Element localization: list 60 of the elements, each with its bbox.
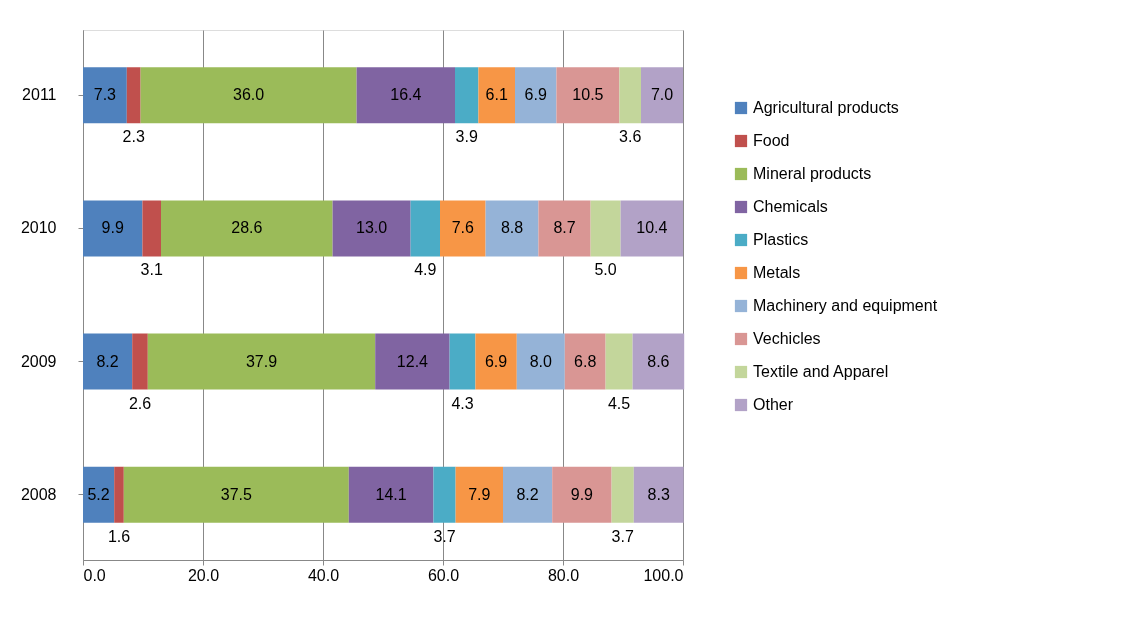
legend-label: Plastics xyxy=(753,231,809,248)
legend-label: Textile and Apparel xyxy=(753,363,889,380)
x-tick-label: 20.0 xyxy=(187,566,220,584)
data-label: 9.9 xyxy=(570,485,594,503)
data-label: 14.1 xyxy=(375,485,407,503)
x-tick-label: 60.0 xyxy=(427,566,460,584)
data-label: 5.0 xyxy=(594,261,617,279)
data-label: 9.9 xyxy=(101,219,124,237)
data-label: 3.6 xyxy=(619,128,642,146)
data-label: 6.9 xyxy=(484,352,508,370)
data-label: 7.0 xyxy=(650,86,674,104)
legend-label: Metals xyxy=(753,264,801,281)
data-label: 10.5 xyxy=(572,86,604,104)
data-label: 5.2 xyxy=(87,485,110,503)
legend-label: Mineral products xyxy=(753,165,872,182)
data-label: 4.3 xyxy=(451,394,474,412)
data-label: 6.1 xyxy=(485,86,508,104)
data-label: 16.4 xyxy=(390,86,422,104)
data-label: 2.6 xyxy=(128,394,152,412)
data-label: 13.0 xyxy=(356,219,388,237)
data-label: 8.0 xyxy=(529,352,553,370)
data-label: 7.9 xyxy=(468,485,491,503)
data-label: 8.2 xyxy=(516,485,539,503)
legend-label: Chemicals xyxy=(753,198,828,215)
legend-label: Other xyxy=(753,396,794,413)
data-label: 3.1 xyxy=(140,261,163,279)
data-label: 4.9 xyxy=(414,261,437,279)
x-tick-label: 0.0 xyxy=(83,566,106,584)
data-label: 7.6 xyxy=(451,219,475,237)
data-label: 1.6 xyxy=(107,527,131,545)
x-tick-label: 100.0 xyxy=(643,566,684,584)
data-label: 6.9 xyxy=(524,86,547,104)
data-label: 37.5 xyxy=(220,485,252,503)
data-label: 8.6 xyxy=(647,352,670,370)
data-label: 12.4 xyxy=(396,352,429,370)
data-label: 28.6 xyxy=(231,219,263,237)
data-label: 8.2 xyxy=(96,352,119,370)
data-label: 8.3 xyxy=(647,485,670,503)
data-label: 2.3 xyxy=(122,128,145,146)
data-label: 10.4 xyxy=(636,219,668,237)
y-tick-label: 2011 xyxy=(22,86,57,104)
data-label: 3.7 xyxy=(433,527,456,545)
legend-label: Agricultural products xyxy=(753,99,899,116)
data-label: 6.8 xyxy=(574,352,597,370)
legend-label: Vechicles xyxy=(753,330,821,347)
y-tick-label: 2009 xyxy=(20,352,57,370)
data-label: 7.3 xyxy=(93,86,117,104)
x-tick-label: 80.0 xyxy=(547,566,580,584)
data-label: 3.7 xyxy=(611,527,634,545)
data-label: 4.5 xyxy=(607,394,631,412)
legend-label: Machinery and equipment xyxy=(753,297,938,314)
y-tick-label: 2010 xyxy=(20,219,57,237)
x-tick-label: 40.0 xyxy=(307,566,340,584)
data-label: 36.0 xyxy=(233,86,265,104)
data-label: 3.9 xyxy=(455,128,478,146)
data-label: 8.8 xyxy=(500,219,524,237)
legend-label: Food xyxy=(753,132,790,149)
y-tick-label: 2008 xyxy=(20,485,57,503)
data-label: 37.9 xyxy=(245,352,278,370)
data-label: 8.7 xyxy=(553,219,576,237)
